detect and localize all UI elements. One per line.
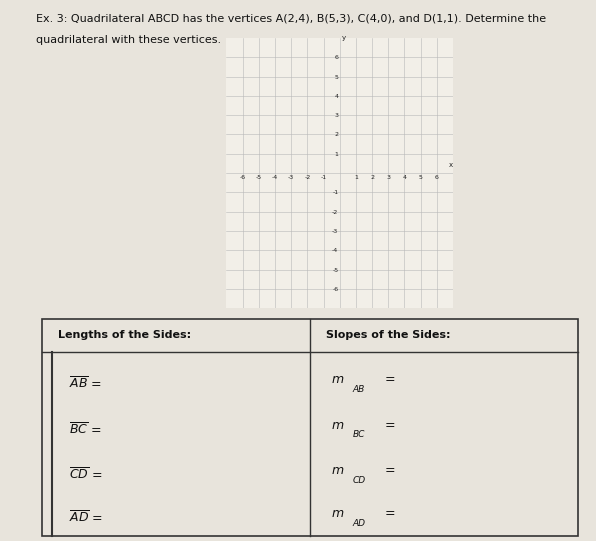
Text: $\overline{AD}$ =: $\overline{AD}$ =	[69, 510, 103, 526]
Text: $\overline{AB}$ =: $\overline{AB}$ =	[69, 376, 101, 392]
Text: Slopes of the Sides:: Slopes of the Sides:	[326, 331, 451, 340]
Text: AB: AB	[353, 385, 365, 394]
Text: Ex. 3: Quadrilateral ABCD has the vertices A(2,4), B(5,3), C(4,0), and D(1,1). D: Ex. 3: Quadrilateral ABCD has the vertic…	[36, 14, 546, 23]
Text: $m$: $m$	[331, 464, 344, 477]
Text: CD: CD	[353, 476, 366, 485]
Text: $m$: $m$	[331, 507, 344, 520]
Text: =: =	[385, 373, 396, 386]
Text: y: y	[342, 35, 346, 41]
Text: Lengths of the Sides:: Lengths of the Sides:	[58, 331, 191, 340]
Text: $m$: $m$	[331, 419, 344, 432]
Text: =: =	[385, 419, 396, 432]
Text: =: =	[385, 464, 396, 477]
Text: BC: BC	[353, 431, 365, 439]
Text: AD: AD	[353, 519, 366, 528]
Text: x: x	[449, 162, 454, 168]
Text: $\overline{CD}$ =: $\overline{CD}$ =	[69, 467, 102, 483]
Text: =: =	[385, 507, 396, 520]
Text: $\overline{BC}$ =: $\overline{BC}$ =	[69, 421, 101, 438]
Text: quadrilateral with these vertices.: quadrilateral with these vertices.	[36, 35, 221, 45]
Text: $m$: $m$	[331, 373, 344, 386]
